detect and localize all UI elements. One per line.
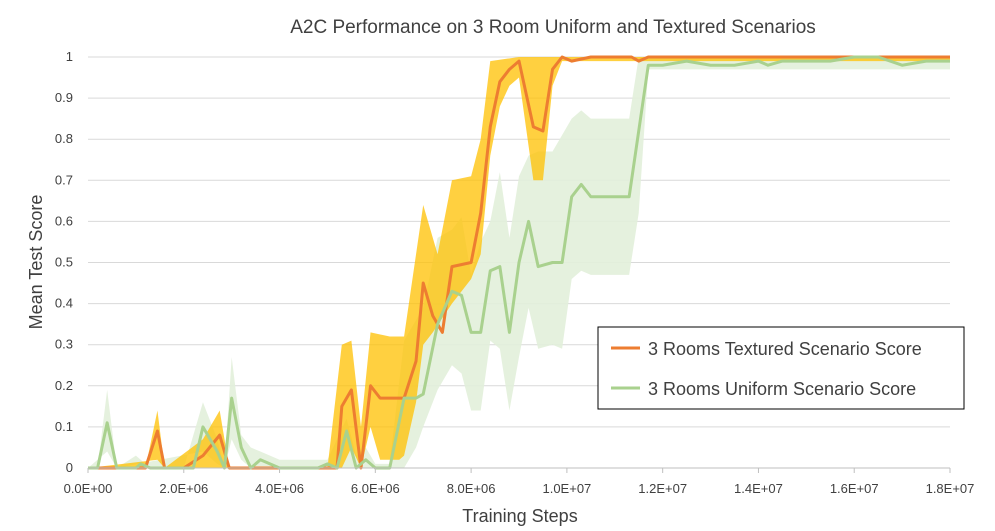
legend: 3 Rooms Textured Scenario Score 3 Rooms … [597,326,965,410]
y-tick-label: 0.2 [55,378,73,393]
x-tick-label: 2.0E+06 [159,481,208,496]
x-tick-label: 8.0E+06 [447,481,496,496]
y-tick-label: 0.8 [55,131,73,146]
y-tick-label: 0.9 [55,90,73,105]
x-tick-label: 1.2E+07 [638,481,687,496]
y-tick-label: 0.1 [55,419,73,434]
line-textured [88,55,950,470]
x-tick-label: 6.0E+06 [351,481,400,496]
y-tick-labels: 0 0.1 0.2 0.3 0.4 0.5 0.6 0.7 0.8 0.9 1 [55,49,73,475]
axes [87,467,951,473]
y-axis-title: Mean Test Score [26,195,46,330]
y-tick-label: 0.7 [55,172,73,187]
y-tick-label: 0.5 [55,255,73,270]
x-tick-labels: 0.0E+00 2.0E+06 4.0E+06 6.0E+06 8.0E+06 1.0E+… [64,481,975,496]
series-lines [88,55,950,470]
y-tick-label: 0.6 [55,213,73,228]
x-axis-title: Training Steps [462,506,577,526]
y-tick-label: 0.3 [55,337,73,352]
x-tick-label: 1.6E+07 [830,481,879,496]
chart-title: A2C Performance on 3 Room Uniform and Te… [290,17,816,38]
x-tick-label: 4.0E+06 [255,481,304,496]
legend-box [597,326,965,410]
y-tick-label: 0.4 [55,296,73,311]
y-tick-label: 1 [66,49,73,64]
x-tick-label: 1.0E+07 [542,481,591,496]
legend-label-uniform: 3 Rooms Uniform Scenario Score [648,379,916,399]
x-tick-label: 1.4E+07 [734,481,783,496]
x-tick-label: 1.8E+07 [926,481,975,496]
line-uniform [88,55,950,470]
x-tick-label: 0.0E+00 [64,481,113,496]
legend-label-textured: 3 Rooms Textured Scenario Score [648,339,922,359]
y-tick-label: 0 [66,460,73,475]
